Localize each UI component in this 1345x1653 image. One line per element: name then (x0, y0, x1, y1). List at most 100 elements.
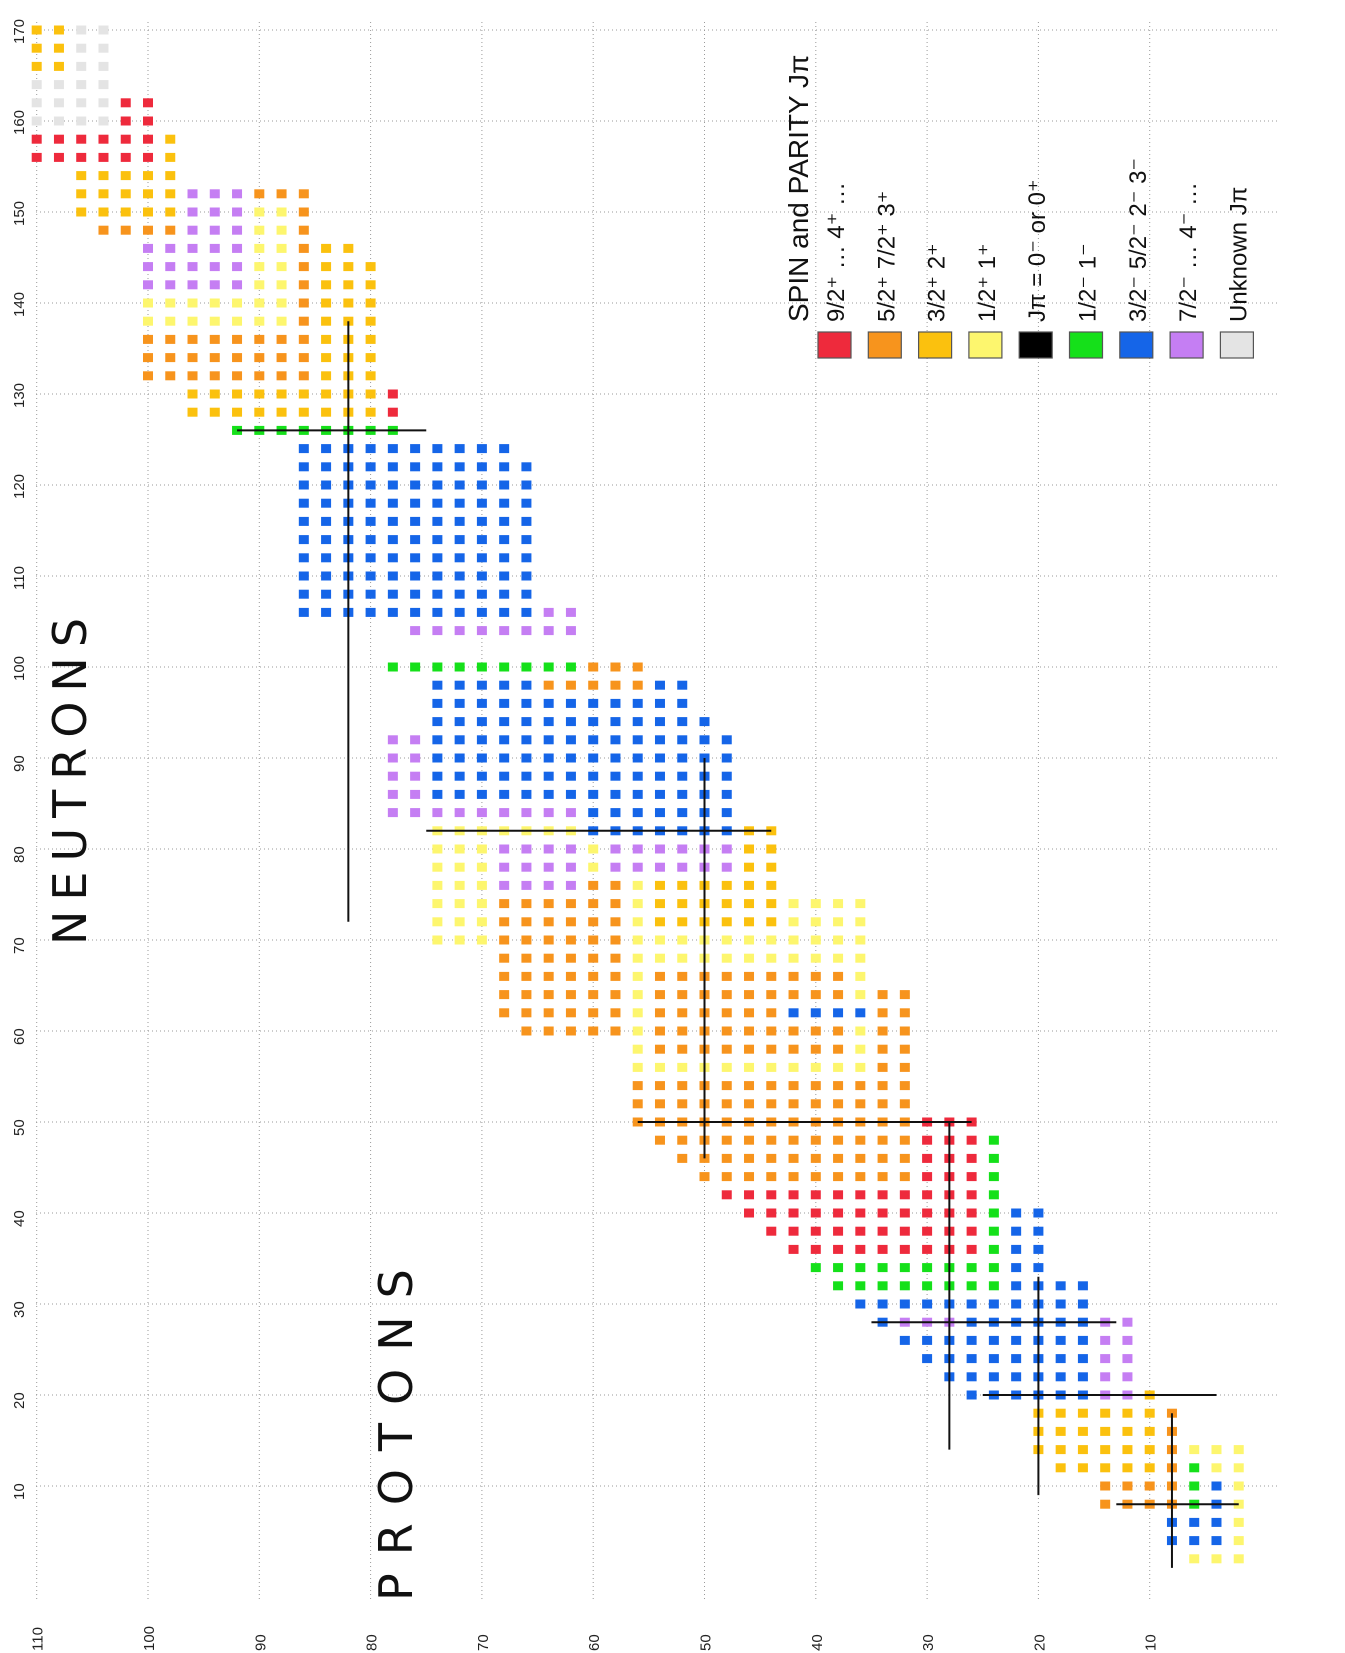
nuclide-cell (721, 1172, 732, 1182)
nuclide-cell (766, 971, 777, 981)
nuclide-cell (76, 98, 87, 108)
nuclide-cell (766, 935, 777, 945)
nuclide-cell (499, 680, 510, 690)
proton-tick-label: 80 (364, 1634, 381, 1651)
nuclide-cell (120, 207, 131, 217)
nuclide-cell (499, 808, 510, 818)
nuclide-cell (855, 1263, 866, 1273)
nuclide-cell (988, 1281, 999, 1291)
nuclide-cell (744, 953, 755, 963)
nuclide-cell (788, 1208, 799, 1218)
nuclide-cell (365, 407, 376, 417)
neutron-tick-label: 90 (11, 755, 28, 772)
nuclide-cell (120, 134, 131, 144)
nuclide-cell (721, 789, 732, 799)
nuclide-cell (922, 1226, 933, 1236)
nuclide-cell (53, 80, 64, 90)
nuclide-cell (98, 171, 109, 181)
proton-tick-label: 110 (30, 1627, 47, 1651)
nuclide-cell (521, 662, 532, 672)
nuclide-cell (543, 844, 554, 854)
nuclide-cell (677, 880, 688, 890)
legend-label: Jπ = 0⁻ or 0⁺ (1024, 179, 1051, 322)
nuclide-cell (232, 298, 243, 308)
nuclide-cell (1055, 1354, 1066, 1364)
nuclide-cell (877, 1299, 888, 1309)
nuclide-cell (410, 626, 421, 636)
nuclide-cell (521, 462, 532, 472)
nuclide-cell (365, 298, 376, 308)
nuclide-cell (632, 771, 643, 781)
nuclide-cell (744, 990, 755, 1000)
nuclide-cell (632, 717, 643, 727)
nuclide-cell (254, 262, 265, 272)
nuclide-cell (365, 280, 376, 290)
nuclide-cell (1077, 1281, 1088, 1291)
nuclide-cell (744, 1062, 755, 1072)
nuclide-cell (365, 498, 376, 508)
nuclide-cell (543, 808, 554, 818)
neutron-tick-label: 10 (11, 1483, 28, 1500)
nuclide-cell (521, 589, 532, 599)
nuclide-cell (187, 371, 198, 381)
nuclide-cell (165, 189, 176, 199)
nuclide-cell (654, 1044, 665, 1054)
nuclide-cell (1055, 1445, 1066, 1455)
nuclide-cell (1211, 1554, 1222, 1564)
nuclide-cell (855, 1026, 866, 1036)
nuclide-cell (922, 1153, 933, 1163)
nuclide-cell (521, 771, 532, 781)
nuclide-cell (209, 353, 220, 363)
nuclide-cell (565, 1008, 576, 1018)
nuclide-cell (543, 753, 554, 763)
nuclide-cell (76, 80, 87, 90)
nuclide-cell (632, 1008, 643, 1018)
nuclide-cell (454, 662, 465, 672)
nuclide-cell (321, 553, 332, 563)
nuclide-cell (321, 243, 332, 253)
nuclide-cell (588, 717, 599, 727)
nuclide-cell (165, 243, 176, 253)
nuclide-cell (966, 1135, 977, 1145)
nuclide-cell (321, 535, 332, 545)
nuclide-cell (232, 371, 243, 381)
nuclide-cell (410, 808, 421, 818)
nuclide-cell (855, 899, 866, 909)
nuclide-cell (654, 808, 665, 818)
nuclide-cell (788, 1190, 799, 1200)
nuclide-cell (654, 844, 665, 854)
nuclide-cell (1122, 1445, 1133, 1455)
nuclide-cell (877, 1081, 888, 1091)
nuclide-cell (365, 444, 376, 454)
nuclide-cell (120, 152, 131, 162)
nuclide-cell (387, 771, 398, 781)
nuclide-cell (588, 990, 599, 1000)
nuclide-cell (677, 1044, 688, 1054)
protons-axis-label: PROTONS (369, 1251, 423, 1601)
nuclide-cell (1077, 1354, 1088, 1364)
nuclide-cell (521, 789, 532, 799)
nuclide-cell (76, 134, 87, 144)
nuclide-cell (209, 280, 220, 290)
nuclide-cell (1144, 1445, 1155, 1455)
nuclide-cell (788, 1244, 799, 1254)
nuclide-cell (588, 680, 599, 690)
nuclide-cell (899, 1190, 910, 1200)
nuclide-cell (165, 171, 176, 181)
nuclide-cell (31, 152, 42, 162)
nuclide-cell (788, 1008, 799, 1018)
nuclide-cell (209, 262, 220, 272)
nuclide-cell (454, 899, 465, 909)
nuclide-cell (1122, 1317, 1133, 1327)
nuclide-cell (899, 1172, 910, 1182)
nuclide-cell (321, 480, 332, 490)
nuclide-cell (143, 116, 153, 126)
nuclide-cell (610, 935, 621, 945)
nuclide-cell (788, 899, 799, 909)
nuclide-cell (476, 844, 487, 854)
proton-tick-label: 50 (698, 1634, 715, 1651)
nuclide-cell (298, 553, 309, 563)
nuclide-cell (298, 353, 309, 363)
nuclide-cell (543, 680, 554, 690)
nuclide-cell (810, 1226, 821, 1236)
